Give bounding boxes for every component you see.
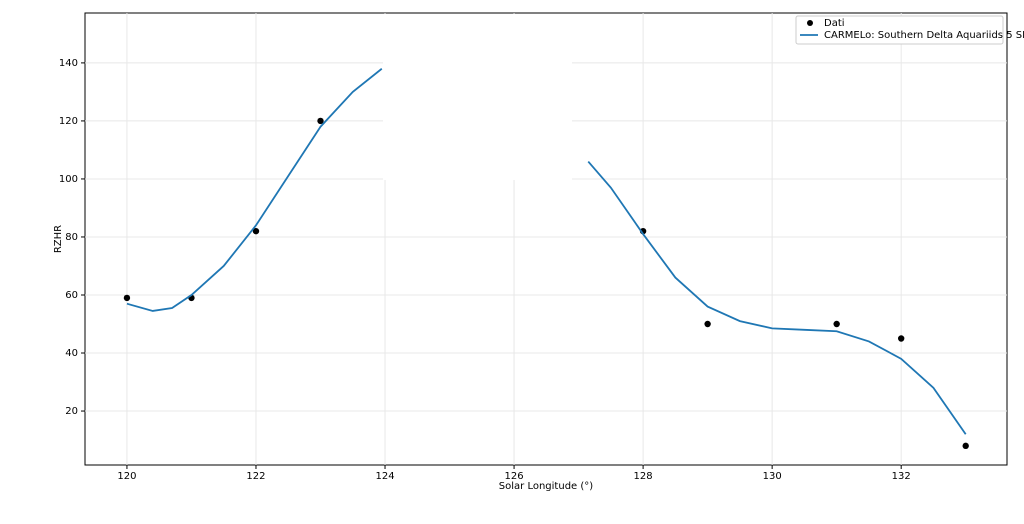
y-tick-label: 120 xyxy=(59,116,78,127)
y-tick-label: 40 xyxy=(65,348,78,359)
y-axis-label: RZHR xyxy=(53,225,64,253)
occlusion xyxy=(383,14,572,180)
x-tick-label: 122 xyxy=(246,471,265,482)
x-tick-label: 130 xyxy=(763,471,782,482)
x-tick-label: 132 xyxy=(892,471,911,482)
x-tick-label: 124 xyxy=(375,471,394,482)
y-tick-label: 100 xyxy=(59,174,78,185)
marks xyxy=(123,67,969,450)
fit-line xyxy=(126,67,967,435)
data-point xyxy=(252,227,260,235)
x-tick-label: 120 xyxy=(117,471,136,482)
y-tick-label: 140 xyxy=(59,58,78,69)
y-tick-label: 20 xyxy=(65,406,78,417)
data-point xyxy=(123,294,131,302)
grid xyxy=(85,13,1007,465)
y-tick-label: 80 xyxy=(65,232,78,243)
data-point xyxy=(704,320,711,328)
data-point xyxy=(962,442,969,450)
data-point xyxy=(833,320,840,328)
legend-label: Dati xyxy=(824,18,845,29)
x-tick-label: 126 xyxy=(505,471,524,482)
x-axis-label: Solar Longitude (°) xyxy=(499,481,593,492)
legend-marker xyxy=(807,20,813,26)
legend-label: CARMELo: Southern Delta Aquariids 5 SDA … xyxy=(824,30,1024,41)
y-tick-label: 60 xyxy=(65,290,78,301)
data-point xyxy=(317,117,324,125)
legend-box xyxy=(795,15,1004,45)
data-point xyxy=(897,335,905,342)
x-tick-label: 128 xyxy=(634,471,653,482)
